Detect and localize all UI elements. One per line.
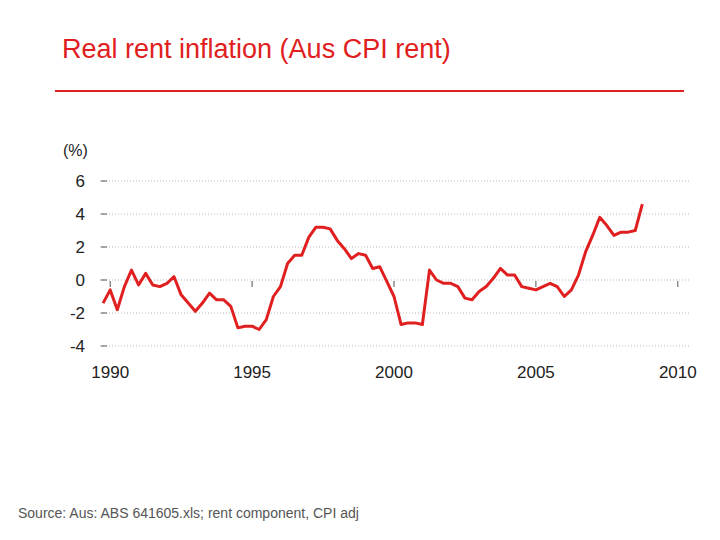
y-tick-label: -2 — [70, 304, 85, 323]
x-tick-label: 2010 — [659, 363, 697, 382]
x-tick — [252, 281, 253, 287]
x-tick-label: 2005 — [517, 363, 555, 382]
y-tick-label: 2 — [76, 238, 85, 257]
y-tick-label: 6 — [76, 172, 85, 191]
grid-line — [100, 280, 690, 281]
y-axis-label: (%) — [63, 142, 88, 159]
y-tick — [101, 313, 107, 314]
grid-line — [100, 214, 690, 215]
y-tick — [101, 346, 107, 347]
y-tick-label: -4 — [70, 337, 85, 356]
y-tick — [101, 214, 107, 215]
grid-line — [100, 313, 690, 314]
x-tick — [110, 281, 111, 287]
y-tick — [101, 181, 107, 182]
chart: Real rent inflation (Aus CPI rent) (%) -4 -… — [0, 0, 720, 540]
source-note: Source: Aus: ABS 641605.xls; rent compon… — [18, 505, 359, 521]
data-line — [103, 204, 642, 329]
grid-line — [100, 346, 690, 347]
grid-line — [100, 181, 690, 182]
x-tick-label: 1990 — [91, 363, 129, 382]
y-tick-label: 4 — [76, 205, 85, 224]
x-tick-label: 2000 — [375, 363, 413, 382]
x-tick — [677, 281, 678, 287]
title-rule — [55, 90, 684, 92]
x-tick — [535, 281, 536, 287]
y-tick-label: 0 — [76, 271, 85, 290]
x-tick — [394, 281, 395, 287]
x-tick-label: 1995 — [233, 363, 271, 382]
y-tick — [101, 247, 107, 248]
grid-line — [100, 247, 690, 248]
y-tick — [101, 280, 107, 281]
title: Real rent inflation (Aus CPI rent) — [62, 34, 451, 64]
plot-area — [103, 204, 642, 329]
